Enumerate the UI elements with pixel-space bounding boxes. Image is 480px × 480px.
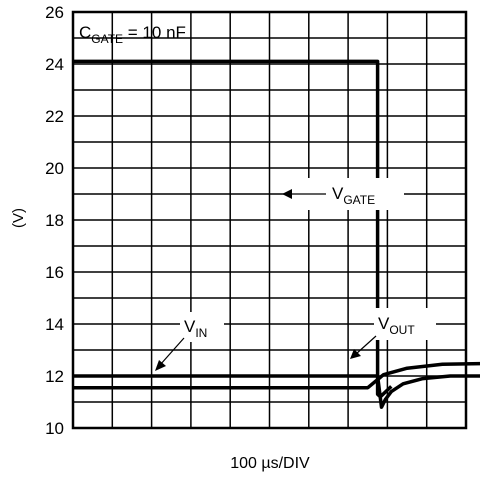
y-tick-label: 12 (45, 367, 64, 386)
vgate-label: VGATE (332, 184, 375, 207)
vin-label-main: V (184, 317, 196, 336)
series-group (73, 59, 480, 409)
vout-arrow-line (355, 335, 377, 355)
y-tick-label: 20 (45, 159, 64, 178)
cgate-annotation: CGATE = 10 nF (79, 23, 186, 46)
vin-callout: VIN (155, 312, 224, 371)
y-tick-label: 18 (45, 211, 64, 230)
x-axis-label: 100 µs/DIV (230, 455, 310, 472)
vout-label: VOUT (378, 314, 415, 337)
y-tick-label: 26 (45, 3, 64, 22)
vin-label-sub: IN (195, 326, 207, 340)
vout-label-bg (374, 308, 436, 340)
vout-arrowhead (350, 349, 361, 359)
y-tick-label: 14 (45, 315, 64, 334)
vgate-arrowhead (282, 189, 292, 199)
plot-frame (71, 10, 468, 430)
y-tick-label: 24 (45, 55, 64, 74)
y-tick-labels: 10 12 14 16 18 20 22 24 26 (45, 3, 64, 438)
series-line-in (73, 374, 480, 409)
y-axis-label: (V) (10, 208, 27, 228)
vin-label-bg (180, 312, 224, 342)
series-line-out (73, 361, 480, 390)
y-tick-label: 22 (45, 107, 64, 126)
vout-label-sub: OUT (389, 323, 415, 337)
vin-label: VIN (184, 317, 207, 340)
vout-label-main: V (378, 314, 390, 333)
cgate-annotation-rest: = 10 nF (123, 23, 186, 42)
vin-arrowhead (155, 360, 166, 371)
vgate-label-main: V (332, 184, 344, 203)
vgate-callout: VGATE (282, 178, 404, 210)
vout-callout: VOUT (350, 308, 436, 359)
y-tick-label: 10 (45, 419, 64, 438)
cgate-annotation-sub: GATE (91, 32, 123, 46)
series-line-gate (73, 59, 393, 399)
vgate-label-sub: GATE (343, 193, 375, 207)
y-tick-label: 16 (45, 263, 64, 282)
cgate-annotation-main: C (79, 23, 91, 42)
vin-arrow-line (159, 337, 185, 366)
grid (73, 12, 466, 428)
